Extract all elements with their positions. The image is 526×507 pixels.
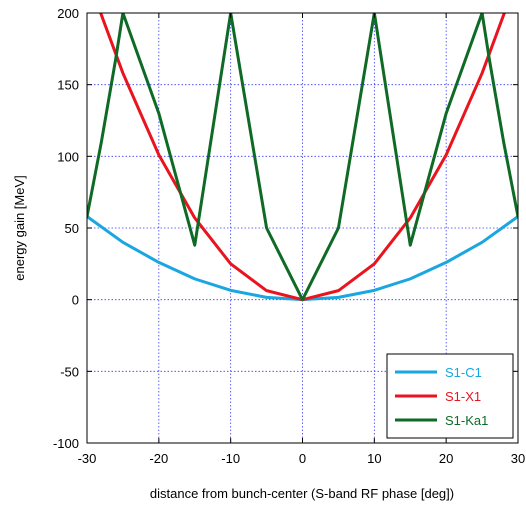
y-tick-label: -50 <box>60 364 79 379</box>
y-tick-label: 200 <box>57 6 79 21</box>
x-tick-label: -10 <box>221 451 240 466</box>
legend: S1-C1 S1-X1 S1-Ka1 <box>386 353 514 439</box>
y-tick-label: 50 <box>65 221 79 236</box>
y-tick-label: 0 <box>72 293 79 308</box>
x-tick-label: -30 <box>78 451 97 466</box>
y-axis-label: energy gain [MeV] <box>12 175 27 281</box>
x-tick-label: -20 <box>149 451 168 466</box>
x-tick-label: 0 <box>299 451 306 466</box>
x-tick-label: 20 <box>439 451 453 466</box>
y-tick-label: 100 <box>57 149 79 164</box>
legend-label: S1-X1 <box>445 389 481 404</box>
x-tick-label: 10 <box>367 451 381 466</box>
data-curves <box>87 13 518 302</box>
series-line-s1-ka1 <box>87 13 518 302</box>
y-tick-label: -100 <box>53 436 79 451</box>
legend-label: S1-C1 <box>445 365 482 380</box>
x-tick-label: 30 <box>511 451 525 466</box>
legend-label: S1-Ka1 <box>445 413 488 428</box>
x-axis-label: distance from bunch-center (S-band RF ph… <box>150 486 454 501</box>
y-tick-label: 150 <box>57 78 79 93</box>
